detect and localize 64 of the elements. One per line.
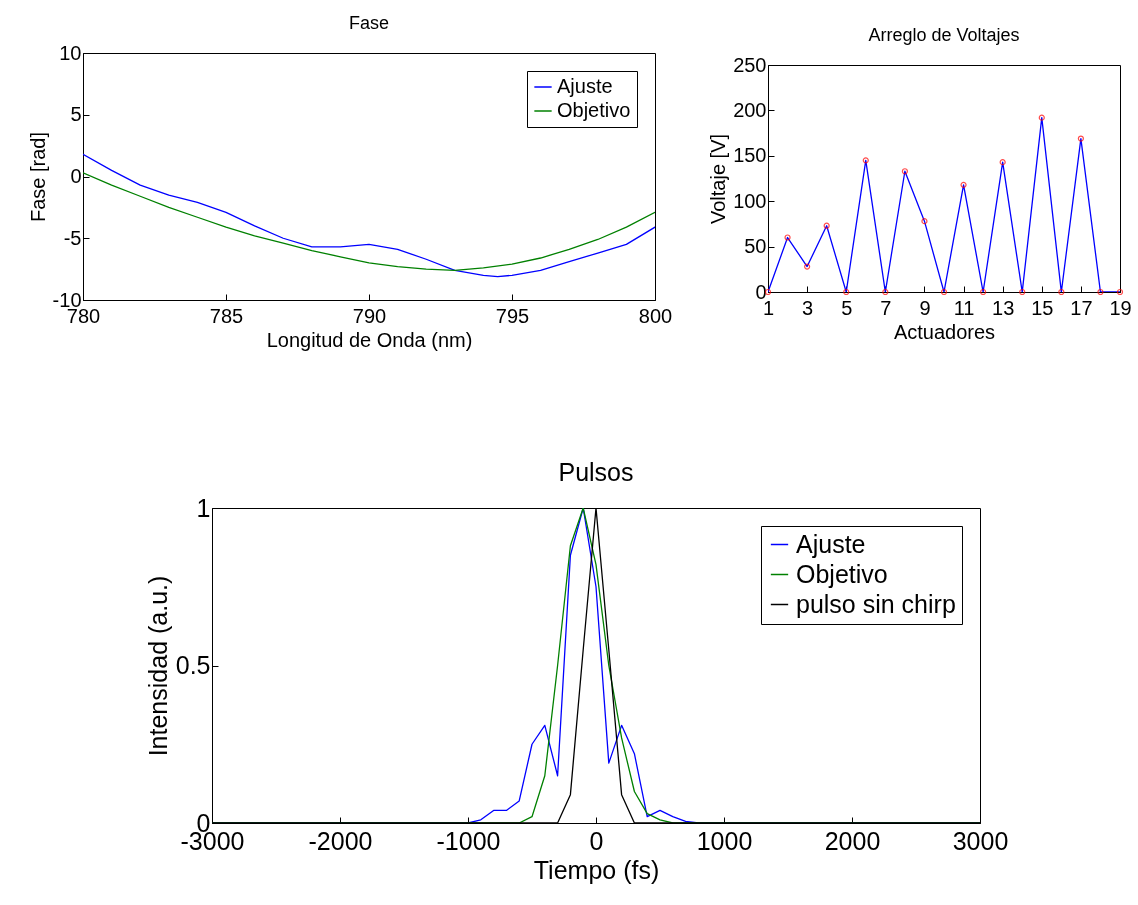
x-tick-label: 800 <box>638 304 673 327</box>
legend-label: Objetivo <box>557 99 631 121</box>
line-series <box>83 172 655 272</box>
point <box>1077 135 1084 142</box>
chart-title: Fase <box>348 13 390 33</box>
x-axis-title: Actuadores <box>893 320 996 343</box>
y-tick-label: 0 <box>70 165 82 187</box>
y-axis-title: Fase [rad] <box>26 131 49 223</box>
x-tick-label: -1000 <box>436 826 501 855</box>
point <box>784 234 791 241</box>
y-tick-label: 50 <box>744 235 767 258</box>
point <box>823 222 830 229</box>
y-tick-label: 100 <box>733 189 767 212</box>
y-tick-label: 0.5 <box>175 651 211 679</box>
line-series <box>768 117 1120 292</box>
y-tick-label: 0 <box>755 280 767 303</box>
y-tick-label: 1 <box>196 493 211 522</box>
x-tick-label: 5 <box>841 296 853 319</box>
legend-label: Ajuste <box>557 75 613 97</box>
x-tick-label: 1000 <box>696 826 753 855</box>
x-tick-label: 15 <box>1031 296 1054 319</box>
x-tick-label: 11 <box>953 296 975 319</box>
x-tick-label: 9 <box>919 296 931 319</box>
y-tick-label: 200 <box>733 98 767 121</box>
x-axis-title: Longitud de Onda (nm) <box>266 328 473 351</box>
point <box>804 263 811 270</box>
x-tick-label: 7 <box>880 296 892 319</box>
chart-title: Arreglo de Voltajes <box>868 25 1020 45</box>
x-tick-label: 795 <box>495 304 530 327</box>
point <box>1019 288 1026 296</box>
x-tick-label: 785 <box>209 304 244 327</box>
x-tick-label: 3000 <box>952 826 1009 855</box>
x-tick-label: 3 <box>802 296 814 319</box>
x-tick-label: 19 <box>1109 296 1132 319</box>
x-tick-label: -2000 <box>308 826 373 855</box>
legend-label: Objetivo <box>796 559 888 588</box>
x-tick-label: 13 <box>992 296 1015 319</box>
point <box>1116 288 1124 296</box>
point <box>999 159 1006 166</box>
y-axis-title: Voltaje [V] <box>707 133 730 225</box>
point <box>921 218 928 225</box>
x-tick-label: 17 <box>1070 296 1093 319</box>
point <box>940 288 948 296</box>
x-tick-label: 790 <box>352 304 387 327</box>
point <box>960 181 967 188</box>
chart-title: Pulsos <box>558 458 634 486</box>
y-tick-label: 5 <box>70 103 82 126</box>
point <box>901 168 908 175</box>
x-tick-label: 2000 <box>824 826 881 855</box>
point <box>1058 288 1065 296</box>
legend-label: Ajuste <box>796 529 866 558</box>
point <box>1097 288 1104 296</box>
y-tick-label: -5 <box>63 226 82 249</box>
point <box>862 157 869 164</box>
y-axis-title: Intensidad (a.u.) <box>143 575 172 757</box>
y-tick-label: 150 <box>733 144 767 167</box>
x-tick-label: 0 <box>589 826 604 855</box>
line-series <box>83 153 655 278</box>
x-axis-title: Tiempo (fs) <box>533 855 660 884</box>
y-tick-label: 10 <box>59 41 82 64</box>
point <box>1038 114 1045 121</box>
y-tick-label: 250 <box>733 53 767 76</box>
point <box>980 288 987 296</box>
legend-label: pulso sin chirp <box>796 589 956 618</box>
